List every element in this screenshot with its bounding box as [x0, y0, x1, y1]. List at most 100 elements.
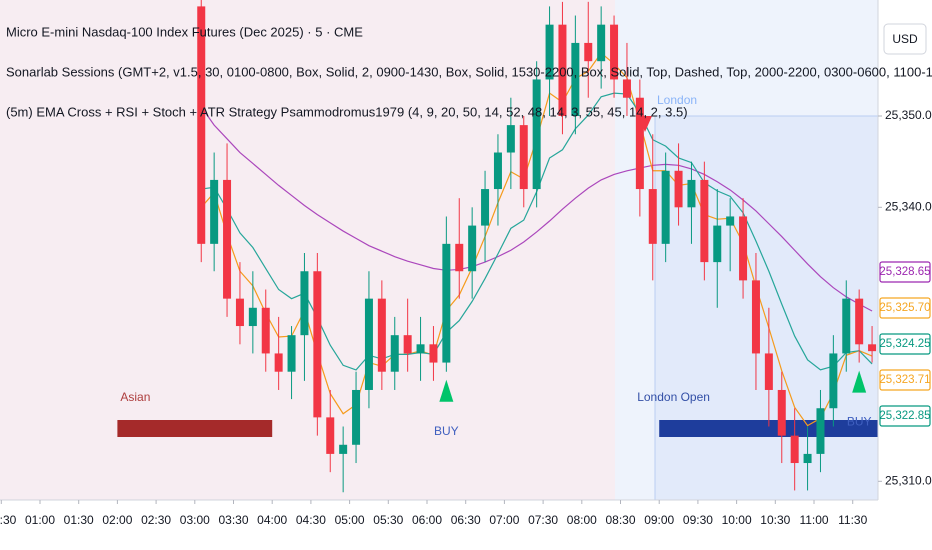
candle-body [352, 389, 361, 445]
price-label: 25,324.25 [879, 338, 930, 350]
candle-body [442, 243, 451, 363]
indicator-legend: Sonarlab Sessions (GMT+2, v1.5, 30, 0100… [6, 64, 932, 79]
x-tick-label: 03:30 [218, 513, 248, 527]
x-tick-label: 03:00 [180, 513, 210, 527]
london-box-label: London [657, 93, 697, 107]
candle-body [648, 189, 657, 244]
x-tick-label: 04:30 [296, 513, 326, 527]
price-label: 25,322.85 [879, 410, 930, 422]
candle-body [287, 335, 296, 372]
signal-label: BUY [847, 415, 872, 429]
session-label: London Open [637, 390, 710, 404]
price-label-box [879, 261, 931, 283]
x-tick-label: 10:00 [722, 513, 752, 527]
candle-body [545, 24, 554, 80]
session-bar [117, 420, 273, 437]
candle-body [339, 444, 348, 454]
candle-body [210, 179, 219, 244]
x-tick-label: 04:00 [257, 513, 287, 527]
candle-body [223, 179, 232, 299]
x-tick-label: 10:30 [760, 513, 790, 527]
plot-area: Asian London Open BUY BUY [117, 0, 878, 493]
price-label-box [879, 369, 931, 391]
candle-body [326, 417, 335, 454]
candle-body [506, 125, 515, 153]
x-tick-label: 09:00 [644, 513, 674, 527]
candle-body [248, 307, 257, 327]
x-tick-label: 08:30 [605, 513, 635, 527]
price-label-box [879, 333, 931, 355]
buy-marker [852, 370, 867, 393]
candle-body [764, 353, 773, 390]
buy-marker [439, 379, 454, 402]
candle-body [493, 152, 502, 190]
candle-body [726, 216, 735, 226]
candle-body [468, 225, 477, 272]
candle-body [674, 170, 683, 208]
currency-label: USD [892, 32, 918, 46]
candle-body [803, 453, 812, 464]
y-tick-label: 25,310.00 [885, 473, 932, 487]
x-tick-label: 01:30 [64, 513, 94, 527]
candle-body [816, 408, 825, 454]
candle-body [519, 125, 528, 190]
candle-body [571, 42, 580, 116]
candle-body [610, 24, 619, 80]
indicator-line [200, 106, 873, 312]
candle-body [777, 389, 786, 436]
price-label-box [879, 405, 931, 427]
candle-body [235, 298, 244, 327]
x-tick-label: 00:30 [0, 513, 17, 527]
candle-body [416, 344, 425, 354]
x-tick-label: 06:00 [412, 513, 442, 527]
candle-body [661, 170, 670, 244]
candle-body [868, 344, 877, 352]
x-tick-label: 05:00 [335, 513, 365, 527]
sell-marker [638, 116, 652, 132]
asian-session-background [0, 0, 615, 500]
x-tick-label: 08:00 [567, 513, 597, 527]
candle-body [455, 243, 464, 272]
time-axis [0, 500, 878, 550]
candle-body [403, 335, 412, 354]
y-tick-label: 25,350.00 [885, 108, 932, 122]
candle-body [751, 280, 760, 354]
candle-body [790, 435, 799, 464]
currency-button[interactable] [883, 23, 927, 55]
x-tick-label: 02:00 [102, 513, 132, 527]
candle-body [313, 271, 322, 418]
x-tick-label: 07:00 [489, 513, 519, 527]
x-tick-label: 07:30 [528, 513, 558, 527]
candle-body [300, 271, 309, 336]
x-tick-label: 06:30 [451, 513, 481, 527]
x-tick-label: 05:30 [373, 513, 403, 527]
y-tick-label: 25,340.00 [885, 199, 932, 213]
session-label: Asian [120, 390, 150, 404]
signal-label: BUY [434, 424, 459, 438]
price-label: 25,323.71 [879, 374, 930, 386]
x-tick-label: 11:00 [799, 513, 828, 527]
candle-body [377, 298, 386, 372]
candle-body [842, 298, 851, 354]
candle-body [584, 42, 593, 62]
candle-body [274, 353, 283, 372]
candle-body [364, 298, 373, 390]
candle-body [481, 189, 490, 226]
x-tick-label: 09:30 [683, 513, 713, 527]
price-label: 25,328.65 [879, 266, 930, 278]
candle-body [429, 344, 438, 363]
candle-body [713, 225, 722, 263]
x-tick-label: 11:30 [838, 513, 867, 527]
indicator-legend: (5m) EMA Cross + RSI + Stoch + ATR Strat… [6, 104, 688, 119]
chart-title: Micro E-mini Nasdaq-100 Index Futures (D… [6, 24, 363, 39]
candle-body [622, 79, 631, 98]
candle-body [635, 97, 644, 190]
candle-body [597, 24, 606, 62]
x-tick-label: 01:00 [25, 513, 55, 527]
candle-body [687, 179, 696, 208]
candle-body [739, 216, 748, 281]
candle-body [829, 353, 838, 409]
candle-body [700, 179, 709, 263]
